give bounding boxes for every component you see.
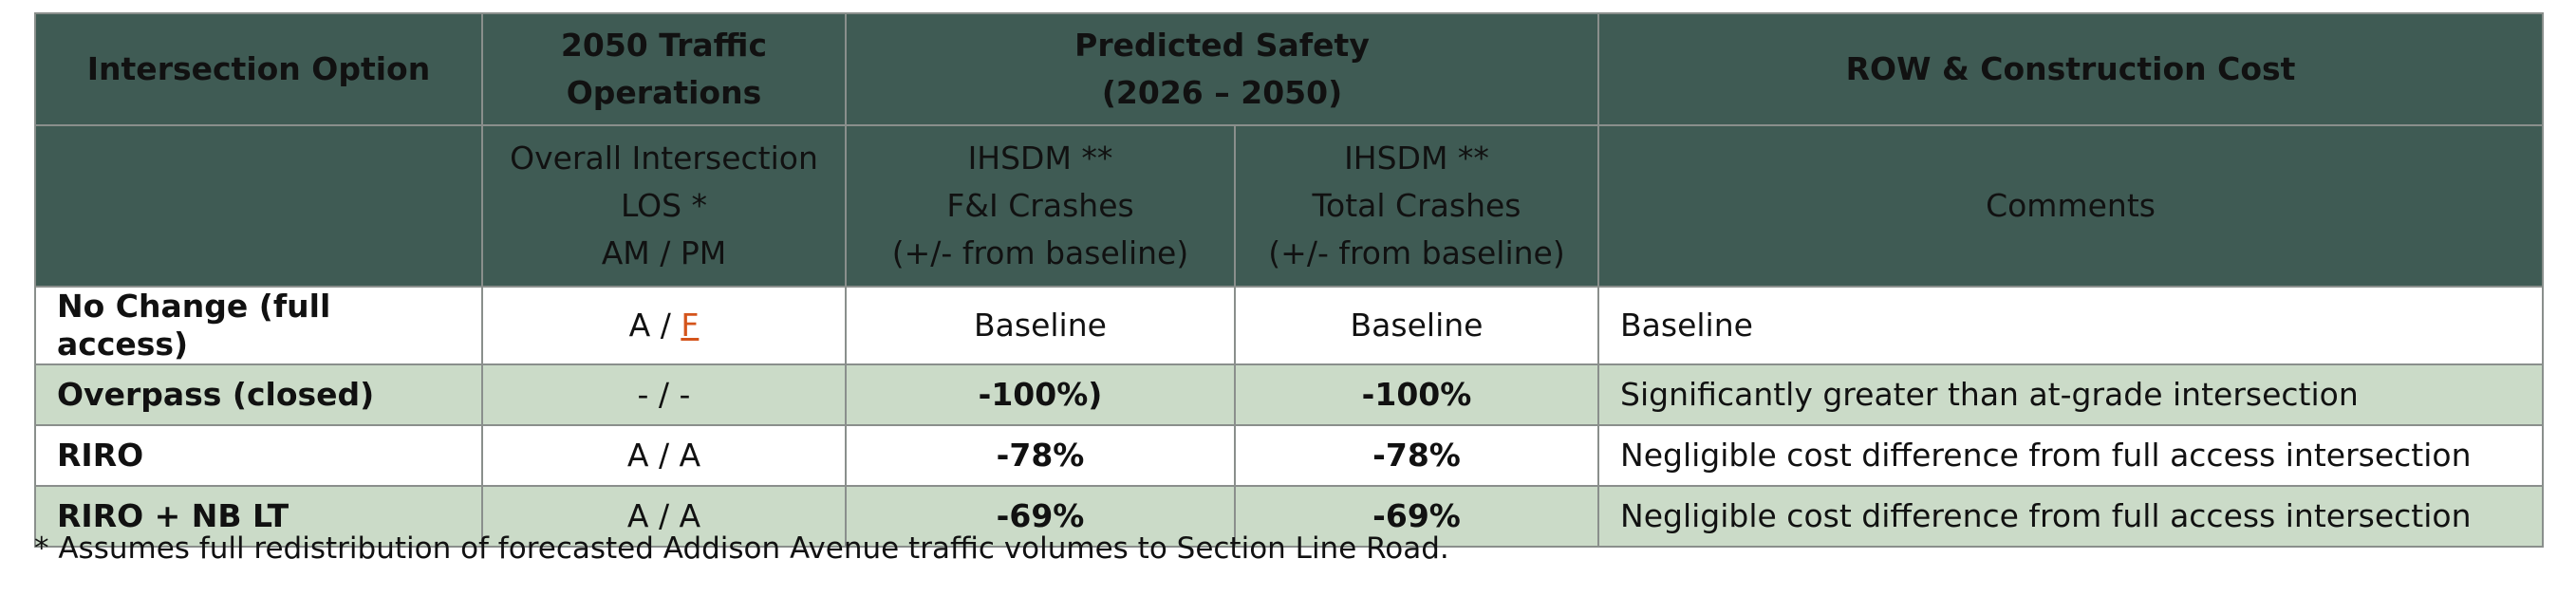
fi-crashes-cell: -69% (845, 485, 1236, 548)
los-pm-failing-value: F (681, 307, 700, 344)
header-los-line1: Overall Intersection (510, 140, 818, 177)
header-traffic-line2: Operations (566, 74, 762, 111)
fi-crashes-cell: Baseline (845, 286, 1236, 365)
los-am-value: A (628, 307, 651, 344)
los-cell: A / A (481, 424, 847, 487)
header-total-crashes: IHSDM ** Total Crashes (+/- from baselin… (1233, 124, 1600, 288)
comment-cell: Negligible cost difference from full acc… (1597, 485, 2545, 548)
total-crashes-cell: Baseline (1233, 286, 1600, 365)
fi-crashes-cell: -100%) (845, 363, 1236, 426)
option-cell: No Change (full access) (34, 286, 483, 365)
fi-crashes-cell: -78% (845, 424, 1236, 487)
header-fi-crashes: IHSDM ** F&I Crashes (+/- from baseline) (845, 124, 1236, 288)
header-row-primary: Intersection Option 2050 Traffic Operati… (34, 12, 2545, 126)
header-predicted-safety: Predicted Safety (2026 – 2050) (844, 12, 1600, 126)
header-los-line3: AM / PM (601, 234, 727, 271)
header-traffic-line1: 2050 Traffic (560, 27, 768, 64)
total-crashes-cell: -100% (1233, 363, 1600, 426)
los-cell: A / A (481, 485, 847, 548)
table-row: Overpass (closed) - / - -100%) -100% Sig… (34, 363, 2545, 426)
header-overall-los: Overall Intersection LOS * AM / PM (481, 124, 847, 288)
comment-cell: Baseline (1597, 286, 2545, 365)
total-crashes-cell: -78% (1233, 424, 1600, 487)
header-fi-line1: IHSDM ** (967, 140, 1113, 177)
header-safety-line2: (2026 – 2050) (1101, 74, 1343, 111)
header-comments: Comments (1597, 124, 2545, 288)
header-safety-line1: Predicted Safety (1074, 27, 1370, 64)
table-row: RIRO A / A -78% -78% Negligible cost dif… (34, 424, 2545, 487)
header-row-secondary: Overall Intersection LOS * AM / PM IHSDM… (34, 124, 2545, 288)
option-cell: RIRO + NB LT (34, 485, 483, 548)
table-row: No Change (full access) A / F Baseline B… (34, 286, 2545, 365)
los-cell: A / F (481, 286, 847, 365)
total-crashes-cell: -69% (1233, 485, 1600, 548)
comment-cell: Significantly greater than at-grade inte… (1597, 363, 2545, 426)
header-total-line1: IHSDM ** (1344, 140, 1489, 177)
header-fi-line3: (+/- from baseline) (891, 234, 1189, 271)
option-cell: RIRO (34, 424, 483, 487)
comment-cell: Negligible cost difference from full acc… (1597, 424, 2545, 487)
los-separator: / (650, 307, 681, 344)
option-cell: Overpass (closed) (34, 363, 483, 426)
table-row: RIRO + NB LT A / A -69% -69% Negligible … (34, 485, 2545, 548)
header-los-line2: LOS * (620, 187, 708, 224)
header-blank-cell (34, 124, 483, 288)
header-total-line2: Total Crashes (1312, 187, 1521, 224)
header-total-line3: (+/- from baseline) (1268, 234, 1565, 271)
header-row-construction-cost: ROW & Construction Cost (1597, 12, 2545, 126)
los-cell: - / - (481, 363, 847, 426)
header-intersection-option: Intersection Option (34, 12, 483, 126)
footnote: * Assumes full redistribution of forecas… (34, 531, 1449, 566)
header-traffic-operations: 2050 Traffic Operations (481, 12, 847, 126)
header-fi-line2: F&I Crashes (946, 187, 1134, 224)
intersection-comparison-table: Intersection Option 2050 Traffic Operati… (34, 12, 2545, 548)
